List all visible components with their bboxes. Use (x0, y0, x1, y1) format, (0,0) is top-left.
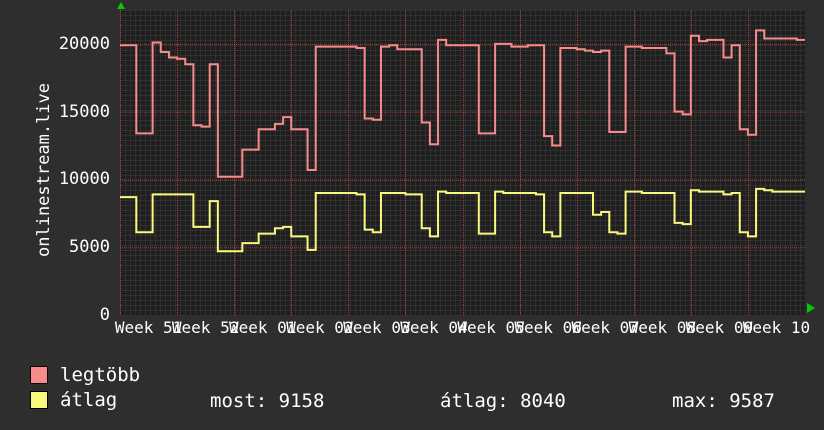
x-tick-label: Week 05 (457, 318, 525, 337)
legend: legtöbb átlag (30, 362, 140, 412)
x-tick-label: Week 08 (628, 318, 696, 337)
y-tick-label: 10000 (58, 169, 110, 190)
x-tick-label: Week 09 (685, 318, 754, 337)
y-tick-label: 5000 (69, 237, 110, 258)
x-tick-label: Week 04 (400, 318, 468, 337)
x-tick-label: Week 06 (514, 318, 582, 337)
legend-swatch-atlag (30, 390, 48, 409)
legend-swatch-legtobb (30, 365, 48, 384)
stat-max: max: 9587 (672, 390, 775, 412)
legend-label-legtobb: legtöbb (60, 363, 141, 386)
x-tick-label: Week 52 (171, 318, 240, 337)
axis-arrow-up-icon (117, 2, 125, 9)
x-tick-label: Week 07 (571, 318, 639, 337)
y-axis-title: onlinestream.live (34, 83, 54, 257)
x-tick-label: Week 10 (742, 318, 811, 337)
legend-item-legtobb[interactable]: legtöbb (30, 362, 140, 387)
legend-item-atlag[interactable]: átlag (30, 387, 140, 412)
x-tick-label: Week 02 (286, 318, 354, 337)
axis-arrow-right-icon (807, 303, 815, 313)
series-lines (120, 10, 805, 315)
y-tick-label: 15000 (58, 101, 110, 122)
y-tick-label: 20000 (58, 33, 110, 54)
y-tick-label: 0 (99, 305, 110, 325)
x-tick-label: Week 51 (114, 318, 183, 337)
series-line-átlag (120, 189, 805, 251)
legend-label-atlag: átlag (60, 388, 118, 411)
plot-area (120, 10, 805, 315)
x-tick-label: Week 03 (343, 318, 411, 337)
x-tick-label: Week 01 (228, 318, 297, 337)
series-line-legtöbb (120, 30, 805, 176)
stat-average: átlag: 8040 (440, 390, 566, 412)
stat-most: most: 9158 (210, 390, 325, 412)
